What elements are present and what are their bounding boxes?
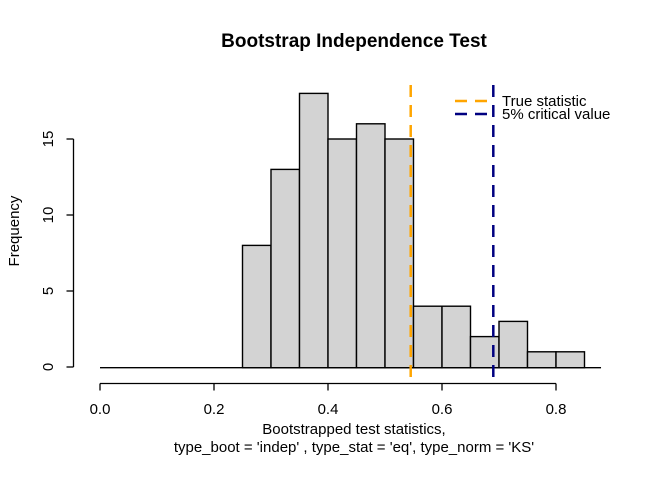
histogram-bar	[412, 305, 443, 369]
y-tick-label: 5	[40, 287, 57, 295]
histogram-bar	[270, 168, 301, 369]
histogram-bar	[555, 351, 586, 369]
chart-title: Bootstrap Independence Test	[221, 31, 487, 52]
x-axis-label-line1: Bootstrapped test statistics,	[262, 421, 445, 438]
histogram-bar	[469, 335, 500, 369]
y-tick-label: 0	[40, 363, 57, 371]
histogram-bar	[241, 244, 272, 369]
x-tick-label: 0.4	[318, 401, 339, 418]
x-tick-label: 0.0	[90, 401, 111, 418]
x-tick-label: 0.8	[546, 401, 567, 418]
y-tick-label: 10	[40, 207, 57, 224]
x-tick-label: 0.6	[432, 401, 453, 418]
plot-area: 0 5 10 15 0.0 0.2 0.4 0.6 0.8	[40, 85, 602, 418]
histogram-bar	[298, 92, 329, 369]
x-tick-label: 0.2	[204, 401, 225, 418]
legend-label-true-statistic: True statistic	[502, 93, 587, 110]
histogram-bar	[327, 138, 358, 369]
y-axis-label: Frequency	[6, 195, 23, 266]
histogram-bar	[384, 138, 415, 369]
y-tick-label: 15	[40, 131, 57, 148]
histogram-bar	[355, 123, 386, 369]
histogram-bar	[498, 320, 529, 369]
legend-label-critical-value: 5% critical value	[502, 106, 610, 123]
histogram-bar	[441, 305, 472, 369]
x-axis-label-line2: type_boot = 'indep' , type_stat = 'eq', …	[174, 439, 534, 456]
histogram-bar	[526, 351, 557, 369]
